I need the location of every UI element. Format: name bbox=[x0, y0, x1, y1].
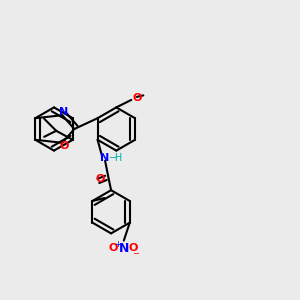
Text: O: O bbox=[96, 174, 105, 184]
Text: O: O bbox=[133, 93, 142, 103]
Text: O: O bbox=[128, 243, 137, 253]
Text: N: N bbox=[118, 242, 129, 255]
Text: N: N bbox=[100, 153, 110, 163]
Text: N: N bbox=[59, 107, 68, 117]
Text: ─: ─ bbox=[133, 248, 138, 257]
Text: O: O bbox=[59, 141, 68, 151]
Text: +: + bbox=[114, 240, 121, 249]
Text: ─H: ─H bbox=[110, 153, 123, 163]
Text: O: O bbox=[109, 243, 118, 253]
